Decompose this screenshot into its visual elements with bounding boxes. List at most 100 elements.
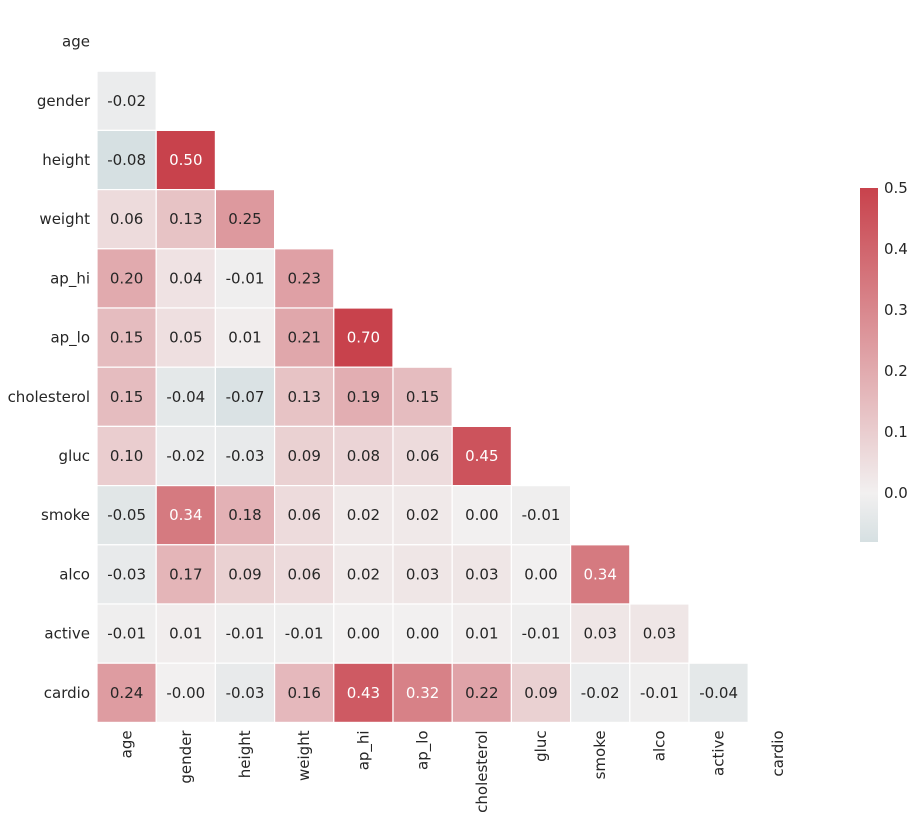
colorbar-gradient [860, 188, 878, 542]
cell-value-label: -0.01 [640, 684, 679, 702]
cell-value-label: -0.04 [166, 388, 205, 406]
cell-value-label: -0.03 [226, 684, 265, 702]
heatmap-cell [688, 662, 749, 724]
cell-value-label: 0.18 [228, 506, 261, 524]
x-tick-label: smoke [591, 730, 609, 779]
colorbar-tick-label: 0.0 [884, 484, 908, 502]
cell-value-label: 0.15 [110, 388, 143, 406]
heatmap-cell [569, 544, 631, 605]
heatmap-cell [392, 662, 453, 724]
cell-value-label: 0.21 [287, 329, 320, 347]
y-tick-label: gluc [59, 447, 90, 465]
heatmap-cell [155, 603, 216, 664]
colorbar: 0.0 0.1 0.2 0.3 0.4 0.5 [860, 179, 908, 542]
heatmap-cell [392, 603, 453, 664]
cell-value-label: 0.00 [524, 565, 557, 583]
cell-value-label: 0.23 [287, 269, 320, 287]
colorbar-tick-label: 0.1 [884, 423, 908, 441]
heatmap-cell [155, 662, 216, 724]
cell-value-label: 0.16 [287, 684, 320, 702]
heatmap-cell [155, 248, 216, 309]
y-tick-label: cardio [44, 684, 90, 702]
heatmap-cell [274, 307, 335, 368]
cell-value-label: 0.17 [169, 565, 202, 583]
cell-value-label: -0.05 [107, 506, 146, 524]
cell-value-label: 0.09 [287, 447, 320, 465]
heatmap-cell [96, 366, 157, 428]
heatmap-cell [274, 248, 335, 309]
heatmap-cell [214, 189, 276, 250]
heatmap-cell [96, 544, 157, 605]
cell-value-label: 0.01 [465, 625, 498, 643]
cell-value-label: 0.22 [465, 684, 498, 702]
x-tick-label: gluc [532, 730, 550, 761]
y-tick-label: weight [39, 210, 90, 228]
cell-value-label: 0.70 [347, 329, 380, 347]
cell-value-label: -0.08 [107, 151, 146, 169]
cell-value-label: -0.07 [226, 388, 265, 406]
heatmap-cell [96, 425, 157, 487]
colorbar-tick-label: 0.4 [884, 240, 908, 258]
heatmap-cell [510, 603, 572, 664]
cell-value-label: -0.03 [226, 447, 265, 465]
y-tick-label: gender [37, 92, 91, 110]
cell-value-label: 0.06 [287, 506, 320, 524]
cell-value-label: 0.25 [228, 210, 261, 228]
colorbar-tick-label: 0.2 [884, 362, 908, 380]
x-tick-label: alco [650, 730, 668, 761]
y-tick-label: ap_lo [50, 329, 90, 348]
cell-value-label: 0.34 [169, 506, 202, 524]
colorbar-tick-label: 0.5 [884, 179, 908, 197]
cell-value-label: -0.02 [581, 684, 620, 702]
cell-value-label: 0.08 [347, 447, 380, 465]
cell-value-label: 0.34 [583, 565, 616, 583]
y-tick-label: height [42, 151, 90, 169]
cell-value-label: -0.01 [226, 625, 265, 643]
cell-value-label: 0.13 [287, 388, 320, 406]
cell-value-label: 0.00 [347, 625, 380, 643]
cell-value-label: -0.04 [699, 684, 738, 702]
heatmap-cell [333, 366, 394, 428]
heatmap-cell [96, 485, 157, 546]
heatmap-cell [274, 662, 335, 724]
cell-value-label: 0.45 [465, 447, 498, 465]
cell-value-label: -0.01 [285, 625, 324, 643]
cell-value-label: -0.03 [107, 565, 146, 583]
heatmap-cell [214, 544, 276, 605]
x-tick-label: weight [295, 730, 313, 781]
y-tick-label: age [62, 33, 90, 51]
x-tick-label: ap_lo [414, 730, 433, 770]
cell-value-label: 0.32 [406, 684, 439, 702]
x-tick-label: cholesterol [473, 730, 491, 812]
cell-value-label: 0.05 [169, 329, 202, 347]
heatmap-cell [96, 603, 157, 664]
heatmap-cell [333, 662, 394, 724]
cell-value-label: 0.03 [465, 565, 498, 583]
x-tick-label: active [710, 730, 728, 776]
cell-value-label: 0.43 [347, 684, 380, 702]
heatmap-cell [569, 603, 631, 664]
cell-value-label: 0.02 [347, 565, 380, 583]
y-tick-label: cholesterol [8, 388, 90, 406]
cell-value-label: 0.03 [406, 565, 439, 583]
heatmap-cell [392, 425, 453, 487]
x-tick-label: cardio [769, 730, 787, 776]
heatmap-cell [96, 70, 157, 131]
heatmap-cell [155, 307, 216, 368]
cell-value-label: 0.10 [110, 447, 143, 465]
y-tick-label: smoke [41, 506, 90, 524]
cell-value-label: 0.01 [169, 625, 202, 643]
x-tick-label: ap_hi [354, 730, 373, 770]
heatmap-cell [96, 129, 157, 191]
heatmap-cell [214, 485, 276, 546]
y-axis-labels: age gender height weight ap_hi ap_lo cholester… [8, 33, 91, 702]
cell-value-label: 0.00 [406, 625, 439, 643]
cell-value-label: 0.24 [110, 684, 143, 702]
heatmap-cell [451, 544, 513, 605]
cell-value-label: 0.15 [406, 388, 439, 406]
cell-value-label: 0.02 [406, 506, 439, 524]
x-tick-label: age [118, 730, 136, 758]
heatmap-cell [569, 662, 631, 724]
cell-value-label: 0.09 [228, 565, 261, 583]
cell-value-label: 0.09 [524, 684, 557, 702]
